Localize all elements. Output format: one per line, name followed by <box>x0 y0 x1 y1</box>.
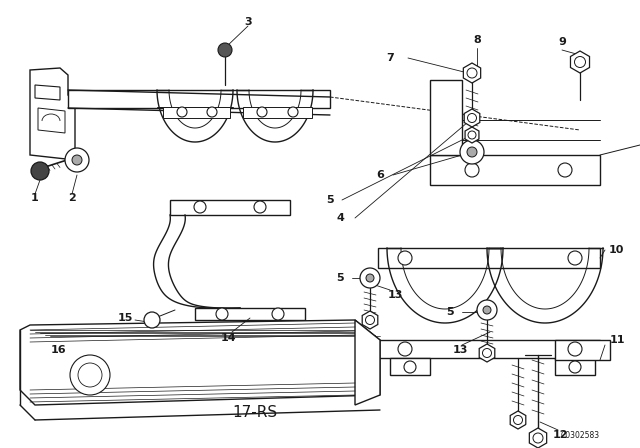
Text: 14: 14 <box>220 333 236 343</box>
Text: 4: 4 <box>336 213 344 223</box>
Polygon shape <box>378 248 600 268</box>
Text: 10: 10 <box>608 245 624 255</box>
Text: C0302583: C0302583 <box>561 431 600 440</box>
Polygon shape <box>463 63 481 83</box>
Circle shape <box>257 107 267 117</box>
Circle shape <box>513 415 522 425</box>
Circle shape <box>78 363 102 387</box>
Circle shape <box>533 433 543 443</box>
Polygon shape <box>362 311 378 329</box>
Circle shape <box>558 163 572 177</box>
Polygon shape <box>163 107 230 118</box>
Circle shape <box>194 201 206 213</box>
Circle shape <box>398 342 412 356</box>
Text: 5: 5 <box>336 273 344 283</box>
Polygon shape <box>555 340 610 360</box>
Polygon shape <box>570 51 589 73</box>
Text: 6: 6 <box>376 170 384 180</box>
Text: 8: 8 <box>473 35 481 45</box>
Circle shape <box>144 312 160 328</box>
Text: 9: 9 <box>558 37 566 47</box>
Text: 5: 5 <box>326 195 334 205</box>
Circle shape <box>72 155 82 165</box>
Polygon shape <box>35 85 60 100</box>
Text: 16: 16 <box>50 345 66 355</box>
Circle shape <box>465 163 479 177</box>
Circle shape <box>467 147 477 157</box>
Polygon shape <box>195 308 305 320</box>
Text: 3: 3 <box>244 17 252 27</box>
Polygon shape <box>378 340 600 358</box>
Circle shape <box>288 107 298 117</box>
Polygon shape <box>390 358 430 375</box>
Circle shape <box>272 308 284 320</box>
Circle shape <box>398 251 412 265</box>
Polygon shape <box>170 200 290 215</box>
Polygon shape <box>529 428 547 448</box>
Circle shape <box>460 140 484 164</box>
Text: 11: 11 <box>609 335 625 345</box>
Text: 7: 7 <box>386 53 394 63</box>
Polygon shape <box>355 320 380 405</box>
Circle shape <box>477 300 497 320</box>
Polygon shape <box>464 109 480 127</box>
Circle shape <box>177 107 187 117</box>
Text: 15: 15 <box>117 313 132 323</box>
Circle shape <box>575 56 586 68</box>
Circle shape <box>207 107 217 117</box>
Polygon shape <box>479 344 495 362</box>
Circle shape <box>483 349 492 358</box>
Circle shape <box>65 148 89 172</box>
Circle shape <box>468 131 476 139</box>
Circle shape <box>254 201 266 213</box>
Polygon shape <box>38 108 65 133</box>
Circle shape <box>569 361 581 373</box>
Circle shape <box>365 315 374 324</box>
Polygon shape <box>465 127 479 143</box>
Circle shape <box>467 68 477 78</box>
Circle shape <box>483 306 491 314</box>
Text: 2: 2 <box>68 193 76 203</box>
Circle shape <box>568 342 582 356</box>
Text: 13: 13 <box>387 290 403 300</box>
Text: 13: 13 <box>452 345 468 355</box>
Circle shape <box>467 113 477 122</box>
Polygon shape <box>430 80 462 155</box>
Polygon shape <box>430 155 600 185</box>
Polygon shape <box>20 320 380 405</box>
Circle shape <box>404 361 416 373</box>
Polygon shape <box>243 107 312 118</box>
Circle shape <box>360 268 380 288</box>
Text: 5: 5 <box>446 307 454 317</box>
Polygon shape <box>30 68 75 160</box>
Text: 12: 12 <box>552 430 568 440</box>
Circle shape <box>366 274 374 282</box>
Circle shape <box>31 162 49 180</box>
Polygon shape <box>510 411 526 429</box>
Text: 1: 1 <box>31 193 39 203</box>
Circle shape <box>218 43 232 57</box>
Circle shape <box>70 355 110 395</box>
Polygon shape <box>555 358 595 375</box>
Polygon shape <box>68 90 330 108</box>
Text: 17-RS: 17-RS <box>232 405 278 419</box>
Circle shape <box>568 251 582 265</box>
Circle shape <box>216 308 228 320</box>
